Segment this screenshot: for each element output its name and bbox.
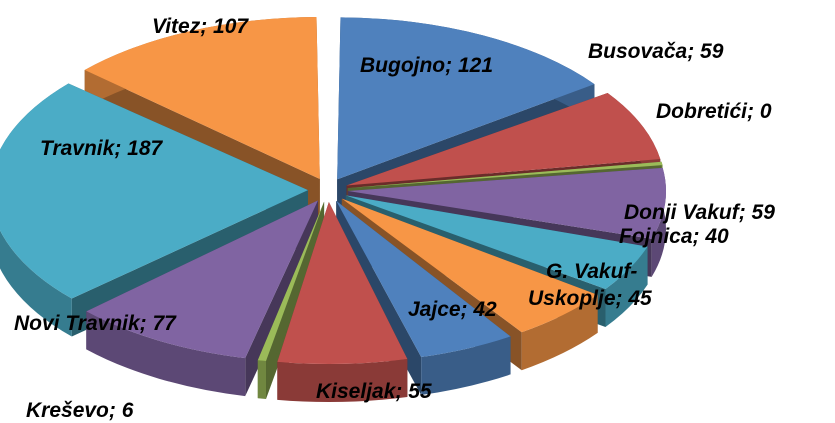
slice-kiseljak-top bbox=[277, 201, 408, 364]
slice-kresevo-side bbox=[257, 360, 267, 400]
data-label-travnik: Travnik; 187 bbox=[40, 137, 164, 160]
slice-kresevo-top bbox=[257, 201, 325, 362]
slice-g-vakuf-uskoplje-top bbox=[341, 198, 598, 333]
data-label-kiseljak: Kiseljak; 55 bbox=[316, 380, 432, 403]
data-label-g-vakuf-uskoplje-line-2: Uskoplje; 45 bbox=[528, 287, 652, 310]
slice-novi-travnik-top bbox=[86, 200, 319, 359]
data-label-vitez: Vitez; 107 bbox=[152, 15, 249, 38]
slice-donji-vakuf-top bbox=[347, 167, 666, 239]
slice-g-vakuf-uskoplje-side bbox=[521, 294, 598, 371]
data-label-jajce: Jajce; 42 bbox=[408, 298, 497, 321]
data-label-novi-travnik: Novi Travnik; 77 bbox=[14, 312, 177, 335]
slice-busovaca-top bbox=[346, 92, 661, 186]
data-label-donji-vakuf: Donji Vakuf; 59 bbox=[624, 201, 775, 224]
slice-kresevo bbox=[257, 201, 325, 400]
data-label-busovaca: Busovača; 59 bbox=[588, 40, 724, 63]
data-label-kresevo: Kreševo; 6 bbox=[26, 399, 134, 422]
pie-slices bbox=[0, 17, 666, 402]
data-label-fojnica: Fojnica; 40 bbox=[619, 225, 729, 248]
data-label-bugojno: Bugojno; 121 bbox=[360, 54, 493, 77]
data-labels: Bugojno; 121 Busovača; 59 Dobretići; 0 Donj… bbox=[14, 15, 775, 422]
slice-fojnica-top bbox=[345, 195, 648, 289]
slice-dobretici-top bbox=[347, 161, 663, 189]
data-label-dobretici: Dobretići; 0 bbox=[656, 100, 772, 123]
slice-bugojno-top bbox=[337, 17, 595, 180]
slice-fojnica-side bbox=[605, 246, 648, 327]
slice-novi-travnik-side bbox=[86, 311, 246, 397]
slice-novi-travnik bbox=[86, 200, 319, 397]
slice-kiseljak bbox=[277, 201, 408, 402]
slice-vitez-top bbox=[84, 17, 320, 180]
slice-donji-vakuf-side bbox=[651, 167, 666, 277]
slice-kresevo-wall-end bbox=[257, 201, 325, 399]
slice-jajce-top bbox=[336, 200, 511, 358]
slice-travnik-top bbox=[0, 83, 309, 299]
slice-jajce-side bbox=[421, 336, 511, 396]
data-label-g-vakuf-uskoplje-line-1: G. Vakuf- bbox=[546, 260, 637, 283]
slice-kiseljak-side bbox=[277, 358, 408, 402]
